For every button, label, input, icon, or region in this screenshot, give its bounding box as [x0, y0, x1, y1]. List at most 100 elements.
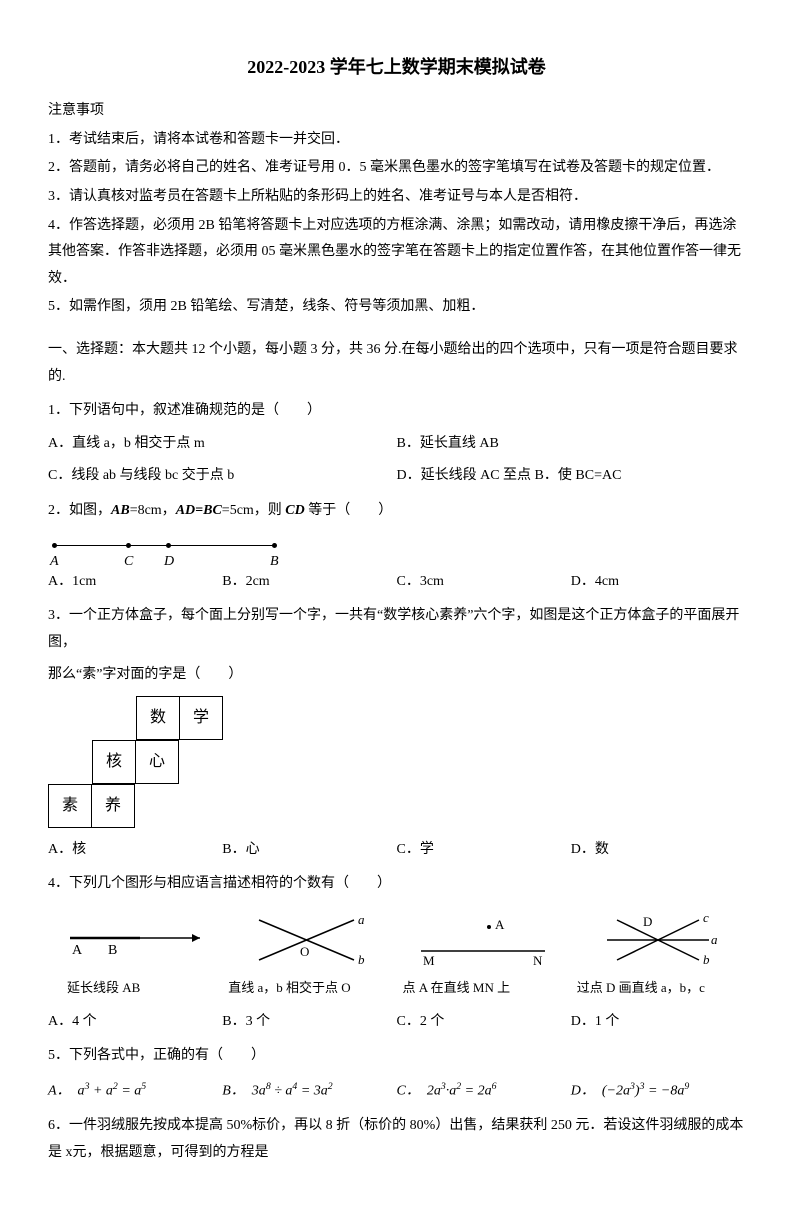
q4-fig2: a b O — [222, 912, 396, 968]
q4-desc1: 延长线段 AB — [48, 976, 222, 1001]
q3-stem-line2: 那么“素”字对面的字是（ ） — [48, 662, 745, 689]
q4-desc3: 点 A 在直线 MN 上 — [397, 976, 571, 1001]
fig2-svg: a b O — [244, 912, 374, 968]
q4-desc4: 过点 D 画直线 a，b，c — [571, 976, 745, 1001]
q3-opt-d: D．数 — [571, 837, 745, 864]
q4-opt-a: A．4 个 — [48, 1009, 222, 1036]
page-title: 2022-2023 学年七上数学期末模拟试卷 — [48, 50, 745, 84]
svg-text:B: B — [108, 943, 117, 958]
q4-options: A．4 个 B．3 个 C．2 个 D．1 个 — [48, 1009, 745, 1036]
net-spacer — [134, 785, 178, 829]
instruction-4: 4．作答选择题，必须用 2B 铅笔将答题卡上对应选项的方框涂满、涂黑；如需改动，… — [48, 213, 745, 293]
svg-text:a: a — [358, 912, 365, 927]
q1-options-row1: A．直线 a，b 相交于点 m B．延长直线 AB — [48, 431, 745, 458]
instruction-1: 1．考试结束后，请将本试卷和答题卡一并交回． — [48, 127, 745, 154]
q4-fig1: A B — [48, 912, 222, 968]
instruction-2: 2．答题前，请务必将自己的姓名、准考证号用 0．5 毫米黑色墨水的签字笔填写在试… — [48, 155, 745, 182]
section1-header: 一、选择题：本大题共 12 个小题，每小题 3 分，共 36 分.在每小题给出的… — [48, 337, 745, 390]
q6-stem: 6．一件羽绒服先按成本提高 50%标价，再以 8 折（标价的 80%）出售，结果… — [48, 1113, 745, 1166]
svg-text:N: N — [533, 953, 543, 965]
q1-opt-a: A．直线 a，b 相交于点 m — [48, 431, 397, 458]
q4-opt-d: D．1 个 — [571, 1009, 745, 1036]
q4-stem: 4．下列几个图形与相应语言描述相符的个数有（ ） — [48, 871, 745, 898]
net-cell-xin: 心 — [135, 740, 179, 784]
label-a: A — [50, 549, 59, 576]
fig4-svg: D c a b — [593, 912, 723, 968]
instructions-block: 1．考试结束后，请将本试卷和答题卡一并交回． 2．答题前，请务必将自己的姓名、准… — [48, 127, 745, 321]
q3-net-diagram: 数 学 核 心 素 养 — [48, 697, 745, 829]
fig3-svg: A M N — [409, 915, 559, 965]
q3-options: A．核 B．心 C．学 D．数 — [48, 837, 745, 864]
q3-opt-a: A．核 — [48, 837, 222, 864]
svg-text:b: b — [358, 952, 365, 967]
instruction-5: 5．如需作图，须用 2B 铅笔绘、写清楚，线条、符号等须加黑、加粗． — [48, 294, 745, 321]
q1-opt-c: C．线段 ab 与线段 bc 交于点 b — [48, 463, 397, 490]
q5-opt-b: B． 3a8 ÷ a4 = 3a2 — [222, 1078, 396, 1105]
net-row-3: 素 养 — [48, 785, 745, 829]
q1-opt-b: B．延长直线 AB — [397, 431, 746, 458]
q2-opt-b: B．2cm — [222, 569, 396, 596]
net-cell-yang: 养 — [91, 784, 135, 828]
q2-stem-prefix: 2．如图， — [48, 503, 111, 518]
svg-text:M: M — [423, 953, 435, 965]
q2-ab: AB — [111, 503, 130, 518]
q5-opt-a: A． a3 + a2 = a5 — [48, 1078, 222, 1105]
notice-header: 注意事项 — [48, 98, 745, 125]
q2-adbc: AD=BC — [176, 503, 222, 518]
q1-stem: 1．下列语句中，叙述准确规范的是（ ） — [48, 398, 745, 425]
label-b: B — [270, 549, 279, 576]
q2-suffix: 等于（ ） — [305, 503, 393, 518]
fig1-svg: A B — [60, 920, 210, 960]
net-cell-he: 核 — [92, 740, 136, 784]
q4-fig4: D c a b — [571, 912, 745, 968]
q2-options: A．1cm B．2cm C．3cm D．4cm — [48, 569, 745, 596]
net-cell-xue: 学 — [179, 696, 223, 740]
dot-b — [272, 543, 277, 548]
instruction-3: 3．请认真核对监考员在答题卡上所粘贴的条形码上的姓名、准考证号与本人是否相符． — [48, 184, 745, 211]
q3-opt-b: B．心 — [222, 837, 396, 864]
q5-stem: 5．下列各式中，正确的有（ ） — [48, 1043, 745, 1070]
dot-c — [126, 543, 131, 548]
net-row-2: 核 心 — [48, 741, 745, 785]
q4-fig3: A M N — [397, 912, 571, 968]
svg-text:b: b — [703, 952, 710, 967]
q4-opt-c: C．2 个 — [397, 1009, 571, 1036]
dot-a — [52, 543, 57, 548]
label-c: C — [124, 549, 133, 576]
dot-d — [166, 543, 171, 548]
net-cell-shu: 数 — [136, 696, 180, 740]
net-spacer — [48, 697, 92, 741]
q5-opt-d: D． (−2a3)3 = −8a9 — [571, 1078, 745, 1105]
svg-text:a: a — [711, 932, 718, 947]
svg-text:D: D — [643, 914, 652, 929]
q1-opt-d: D．延长线段 AC 至点 B．使 BC=AC — [397, 463, 746, 490]
q5-options: A． a3 + a2 = a5 B． 3a8 ÷ a4 = 3a2 C． 2a3… — [48, 1078, 745, 1105]
q2-opt-d: D．4cm — [571, 569, 745, 596]
svg-text:A: A — [495, 917, 505, 932]
q1-options-row2: C．线段 ab 与线段 bc 交于点 b D．延长线段 AC 至点 B．使 BC… — [48, 463, 745, 490]
q4-figures: A B a b O A M N — [48, 912, 745, 968]
q5-opt-c: C． 2a3·a2 = 2a6 — [397, 1078, 571, 1105]
q3-opt-c: C．学 — [397, 837, 571, 864]
q2-opt-c: C．3cm — [397, 569, 571, 596]
q2-eq1: =8cm， — [130, 503, 176, 518]
q2-stem: 2．如图，AB=8cm，AD=BC=5cm，则 CD 等于（ ） — [48, 498, 745, 525]
svg-text:c: c — [703, 912, 709, 925]
net-spacer — [48, 741, 92, 785]
net-row-1: 数 学 — [48, 697, 745, 741]
net-spacer — [178, 741, 222, 785]
q2-eq2: =5cm，则 — [222, 503, 286, 518]
q4-desc2: 直线 a，b 相交于点 O — [222, 976, 396, 1001]
q3-stem-line1: 3．一个正方体盒子，每个面上分别写一个字，一共有“数学核心素养”六个字，如图是这… — [48, 603, 745, 656]
net-spacer — [178, 785, 222, 829]
q4-descriptions: 延长线段 AB 直线 a，b 相交于点 O 点 A 在直线 MN 上 过点 D … — [48, 976, 745, 1001]
net-cell-su: 素 — [48, 784, 92, 828]
q2-cd: CD — [285, 503, 304, 518]
net-spacer — [92, 697, 136, 741]
label-d: D — [164, 549, 174, 576]
segment-line — [54, 545, 276, 547]
q4-opt-b: B．3 个 — [222, 1009, 396, 1036]
q2-line-diagram: A C D B — [48, 535, 288, 563]
svg-text:A: A — [72, 943, 83, 958]
q2-opt-a: A．1cm — [48, 569, 222, 596]
